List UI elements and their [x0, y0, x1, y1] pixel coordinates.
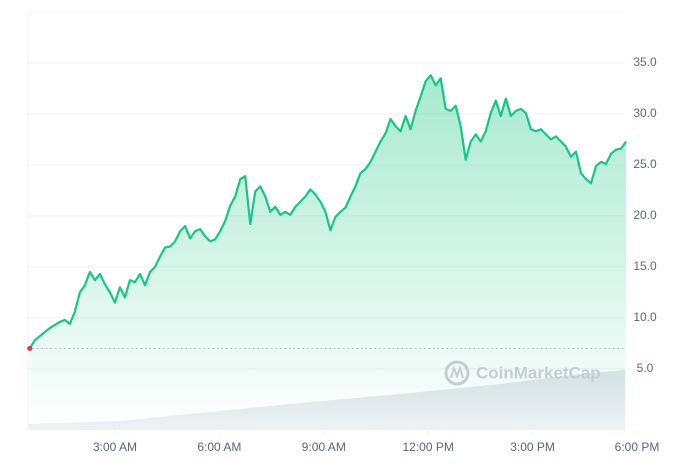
marks [27, 74, 627, 431]
x-tick-label: 9:00 AM [302, 440, 346, 454]
x-tick-label: 6:00 AM [197, 440, 241, 454]
price-area [29, 75, 627, 431]
watermark-logo [444, 360, 470, 386]
y-tick-label: 10.0 [633, 310, 657, 324]
y-tick-label: 30.0 [633, 106, 657, 120]
y-tick-label: 20.0 [633, 208, 657, 222]
y-tick-label: 25.0 [633, 157, 657, 171]
watermark-text: CoinMarketCap [476, 363, 601, 382]
start-point [27, 345, 33, 351]
x-tick-label: 6:00 PM [615, 440, 660, 454]
watermark-logo-mark [450, 364, 464, 379]
y-tick-label: 35.0 [633, 55, 657, 69]
x-tick-label: 3:00 AM [93, 440, 137, 454]
y-tick-label: 5.0 [637, 361, 654, 375]
watermark: CoinMarketCap [444, 360, 601, 386]
axis-labels: 5.0 10.0 15.0 20.0 25.0 30.0 35.0 3:00 AM 6:00 A… [93, 55, 659, 454]
x-tick-label: 12:00 PM [403, 440, 454, 454]
y-tick-label: 15.0 [633, 259, 657, 273]
price-line [28, 74, 627, 350]
x-tick-label: 3:00 PM [510, 440, 555, 454]
